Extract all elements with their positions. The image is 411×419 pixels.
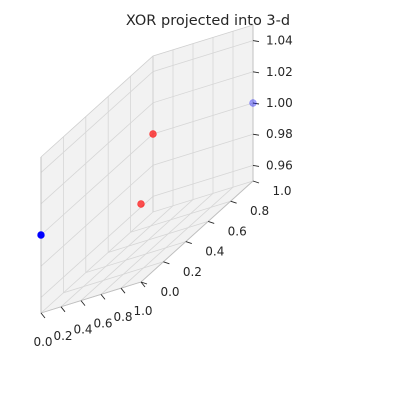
z-tick-label: 0.96	[266, 158, 293, 172]
x-tick-label: 0.4	[73, 323, 92, 337]
y-gridline	[85, 116, 186, 274]
x-tick-label: 0.2	[53, 329, 72, 343]
data-points	[37, 99, 257, 239]
x-tick	[80, 300, 86, 306]
z-tick	[252, 133, 260, 136]
x-tick-label: 0.8	[113, 310, 132, 324]
y-tick-label: 0.0	[160, 285, 179, 299]
x-tick	[40, 312, 46, 319]
x-tick	[120, 287, 126, 294]
chart-title: XOR projected into 3-d	[126, 13, 290, 29]
x-tick	[140, 281, 146, 288]
z-tick	[252, 40, 260, 43]
z-tick-label: 0.98	[266, 127, 293, 141]
red-point	[149, 130, 157, 138]
z-tick	[252, 164, 260, 167]
tick-marks	[40, 40, 260, 319]
x-tick-label: 1.0	[133, 304, 152, 318]
y-tick-label: 0.2	[183, 265, 202, 279]
z-tick-label: 1.02	[266, 65, 293, 79]
z-tick	[252, 71, 260, 74]
x-tick-label: 0.6	[93, 316, 112, 330]
blue-point	[37, 231, 45, 239]
y-gridline	[107, 96, 209, 253]
x-tick	[60, 306, 66, 313]
x-tick	[100, 294, 106, 300]
y-tick	[185, 241, 192, 245]
z-tick-label: 1.04	[266, 34, 293, 48]
y-gridline	[63, 136, 164, 294]
y-tick	[252, 180, 260, 184]
red-point	[137, 200, 145, 208]
y-tick-label: 0.8	[250, 204, 269, 218]
y-tick-label: 1.0	[272, 184, 291, 198]
y-tick	[208, 220, 215, 224]
floor-pane	[41, 181, 253, 313]
tick-labels: 0.0 0.2 0.4 0.6 0.8 1.00.00.20.40.60.81.00.96…	[33, 34, 292, 349]
y-tick-label: 0.4	[205, 245, 224, 259]
y-tick-label: 0.6	[228, 224, 247, 238]
y-gridline	[130, 76, 231, 233]
z-tick-label: 1.00	[266, 96, 293, 110]
y-tick	[230, 200, 237, 204]
axis-panes	[41, 25, 253, 313]
x-tick-label: 0.0	[33, 335, 52, 349]
z-tick	[252, 102, 260, 105]
y-tick	[140, 281, 148, 285]
x-axis-line	[40, 281, 142, 314]
y-tick	[163, 261, 170, 265]
blue-point	[249, 99, 257, 107]
y-axis-line	[140, 180, 254, 283]
